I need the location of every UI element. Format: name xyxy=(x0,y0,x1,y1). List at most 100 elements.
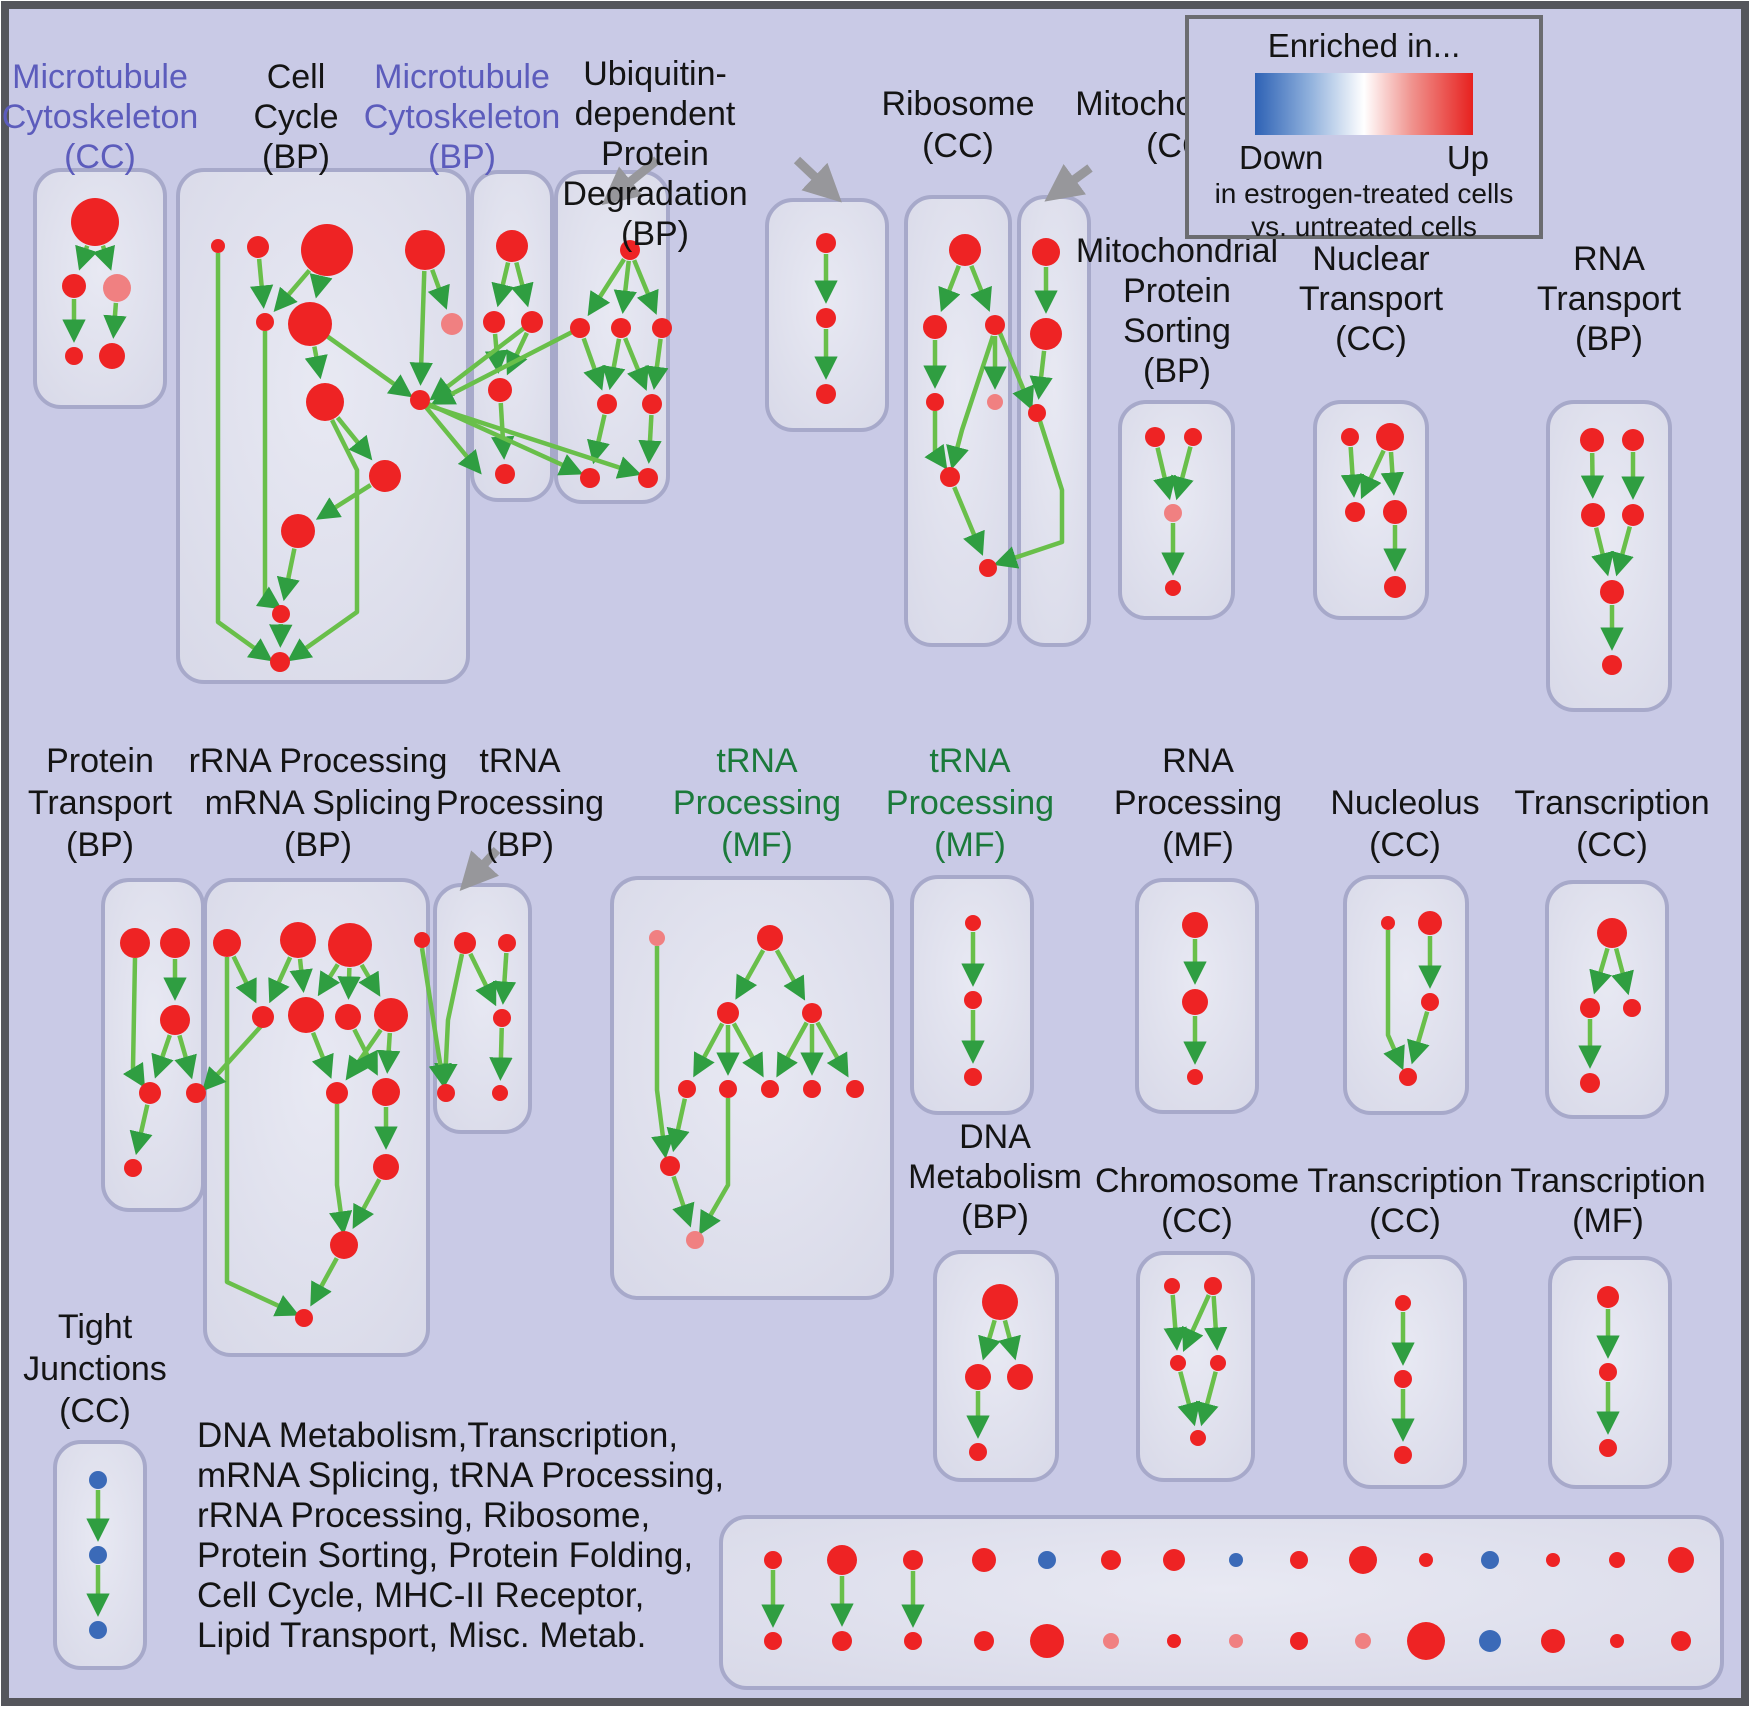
cluster-label-rna-processing-mf: RNA xyxy=(1162,742,1234,780)
network-edge xyxy=(419,947,452,1088)
network-edge xyxy=(1153,447,1176,501)
network-edge xyxy=(1204,1295,1228,1351)
go-term-node xyxy=(295,1309,313,1327)
go-term-node xyxy=(972,1548,996,1572)
cluster-label-trna-processing-mf-2: Processing xyxy=(886,784,1054,822)
network-edge xyxy=(92,244,115,271)
go-term-node xyxy=(949,234,981,266)
cluster-label-dna-metabolism-bp: (BP) xyxy=(961,1198,1029,1236)
network-edge xyxy=(309,273,333,299)
cluster-label-rrna-mrna-bp: rRNA Processing xyxy=(189,742,448,780)
cluster-box-nucleolus-cc xyxy=(1343,875,1469,1115)
go-term-node xyxy=(326,1082,348,1104)
cluster-label-rna-transport-bp: (BP) xyxy=(1575,320,1643,358)
cluster-box-protein-transport-bp xyxy=(101,878,205,1212)
cluster-label-cell-cycle: (BP) xyxy=(262,138,330,176)
go-term-node xyxy=(1182,989,1208,1015)
cluster-box-nuclear-transport-cc xyxy=(1313,400,1429,620)
go-term-node xyxy=(1623,999,1641,1017)
network-edge xyxy=(174,1034,197,1080)
misc-categories-note-line: mRNA Splicing, tRNA Processing, xyxy=(197,1456,724,1495)
network-edge xyxy=(434,953,465,1087)
go-term-node xyxy=(1481,1551,1499,1569)
network-edge xyxy=(427,268,450,310)
go-term-node xyxy=(374,998,408,1032)
cluster-label-protein-transport-bp: Protein xyxy=(46,742,154,780)
network-edge xyxy=(587,414,610,465)
go-term-node xyxy=(1383,500,1407,524)
go-term-node xyxy=(965,1364,991,1390)
go-term-node xyxy=(186,1083,206,1103)
go-term-node xyxy=(405,230,445,270)
cluster-label-mito-protein-sorting-bp: (BP) xyxy=(1143,352,1211,390)
network-edge xyxy=(1182,1294,1211,1352)
go-term-node xyxy=(1341,428,1359,446)
network-edge xyxy=(1163,1294,1187,1351)
network-edge xyxy=(430,325,582,405)
go-term-node xyxy=(454,932,476,954)
go-term-node xyxy=(493,1009,511,1027)
go-term-node xyxy=(71,198,119,246)
network-edge xyxy=(103,302,127,339)
cluster-label-microtubule-bp: Microtubule xyxy=(374,58,550,96)
network-edge xyxy=(699,1098,731,1236)
go-term-node xyxy=(985,315,1005,335)
network-edge xyxy=(337,967,361,1000)
network-edge xyxy=(735,949,766,1000)
network-edge xyxy=(409,270,433,386)
go-term-node xyxy=(1381,916,1395,930)
network-edge xyxy=(489,1027,513,1081)
cluster-label-transcription-cc-bottom: (CC) xyxy=(1369,1202,1441,1240)
go-term-node xyxy=(1101,1550,1121,1570)
go-term-node xyxy=(89,1546,107,1564)
go-term-node xyxy=(1580,1073,1600,1093)
cluster-label-cell-cycle: Cell xyxy=(267,58,326,96)
network-edge xyxy=(289,958,313,993)
go-term-node xyxy=(846,1080,864,1098)
network-edge xyxy=(310,1257,339,1307)
network-edge xyxy=(215,253,273,662)
go-term-node xyxy=(1028,404,1046,422)
network-edge xyxy=(998,1319,1021,1361)
network-edge xyxy=(1580,452,1605,499)
network-edge xyxy=(1589,947,1612,995)
go-term-node xyxy=(649,930,665,946)
go-term-node xyxy=(1163,1549,1185,1571)
network-edge xyxy=(491,262,515,308)
go-term-node xyxy=(1599,1439,1617,1457)
go-term-node xyxy=(903,1550,923,1570)
legend-up-label: Up xyxy=(1446,139,1489,176)
go-term-node xyxy=(1204,1277,1222,1295)
misc-categories-note-line: DNA Metabolism,Transcription, xyxy=(197,1416,678,1455)
go-term-node xyxy=(1190,1430,1206,1446)
go-term-node xyxy=(328,923,372,967)
go-term-node xyxy=(89,1471,107,1489)
go-term-node xyxy=(904,1632,922,1650)
cluster-label-trna-processing-mf-1: tRNA xyxy=(716,742,798,780)
go-term-node xyxy=(816,384,836,404)
cluster-label-nucleolus-cc: (CC) xyxy=(1369,826,1441,864)
go-term-node xyxy=(660,1156,680,1176)
go-term-node xyxy=(65,347,83,365)
network-edge xyxy=(581,337,606,391)
legend-subtitle-2: vs. untreated cells xyxy=(1251,211,1477,242)
go-term-node xyxy=(1479,1630,1501,1652)
network-edge xyxy=(1340,446,1365,498)
go-term-node xyxy=(369,460,401,492)
network-edge xyxy=(1383,930,1405,1071)
cluster-box-transcription-cc-mid xyxy=(1545,880,1669,1119)
go-term-node xyxy=(1187,1069,1203,1085)
go-term-node xyxy=(816,308,836,328)
network-edge xyxy=(602,338,626,391)
go-term-node xyxy=(1599,1363,1617,1381)
cluster-label-tight-junctions-cc: Tight xyxy=(58,1308,133,1346)
go-term-node xyxy=(816,233,836,253)
go-term-node xyxy=(1580,428,1604,452)
network-edge xyxy=(993,420,1065,569)
go-term-node xyxy=(288,997,324,1033)
cluster-label-protein-transport-bp: Transport xyxy=(28,784,173,822)
go-term-node xyxy=(1290,1551,1308,1569)
cluster-label-cell-cycle: Cycle xyxy=(253,98,338,136)
cluster-label-trna-processing-mf-2: (MF) xyxy=(934,826,1006,864)
